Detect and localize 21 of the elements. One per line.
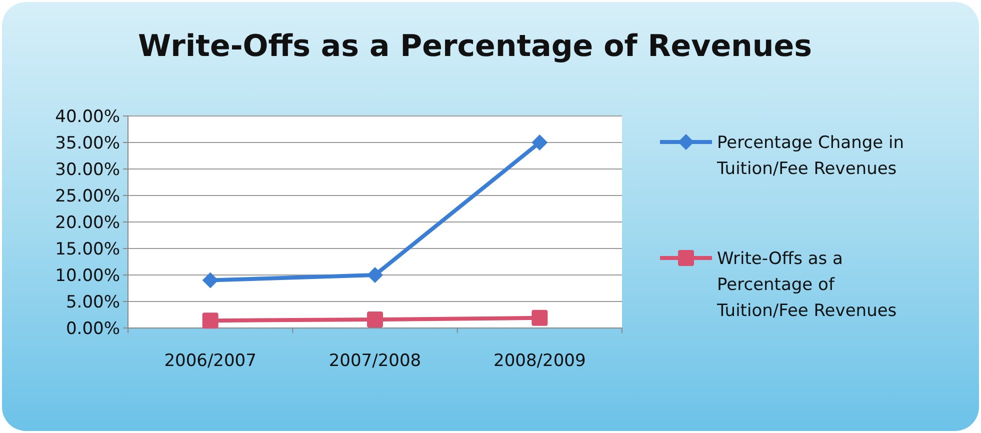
x-tick-label: 2008/2009 — [494, 351, 586, 371]
y-tick-label: 10.00% — [55, 266, 120, 286]
legend-label: Percentage Change in Tuition/Fee Revenues — [716, 132, 904, 179]
y-tick-label: 15.00% — [55, 239, 120, 260]
y-tick-label: 25.00% — [55, 186, 120, 206]
point — [202, 272, 218, 288]
legend-label: Write-Offs as a Percentage of Tuition/Fee Revenues — [716, 248, 897, 321]
y-tick-label: 30.00% — [55, 160, 120, 180]
y-tick-label: 20.00% — [55, 212, 120, 233]
y-tick-label: 35.00% — [55, 133, 120, 154]
y-tick-label: 5.00% — [66, 292, 120, 312]
x-tick-label: 2006/2007 — [164, 351, 256, 371]
point — [532, 134, 548, 150]
y-tick-label: 0.00% — [66, 318, 120, 339]
point — [202, 312, 218, 329]
y-tick-label: 40.00% — [55, 106, 120, 127]
chart-title: Write-Offs as a Percentage of Revenues — [138, 29, 812, 64]
point — [367, 267, 383, 283]
point — [367, 312, 383, 328]
point — [532, 310, 548, 326]
x-tick-label: 2007/2008 — [328, 351, 422, 371]
